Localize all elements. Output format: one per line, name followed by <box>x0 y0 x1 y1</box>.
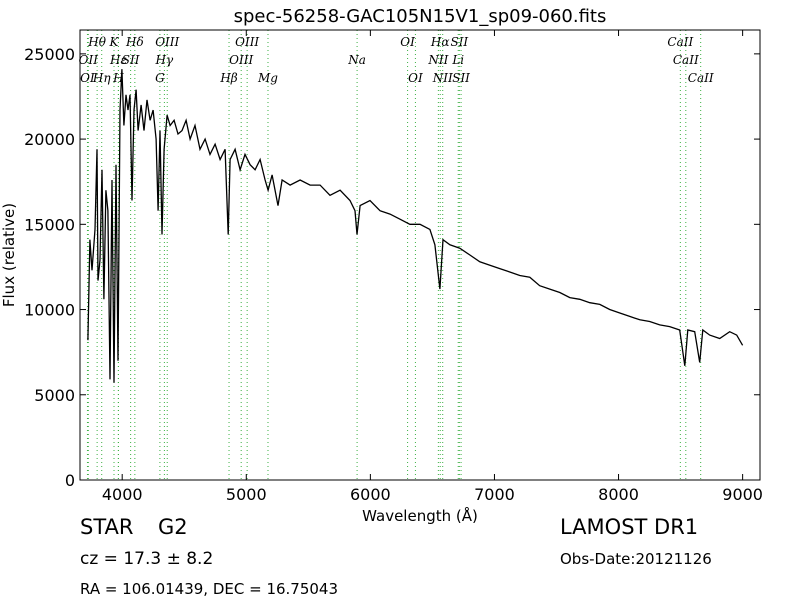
x-tick-label: 7000 <box>474 485 515 504</box>
y-tick-label: 15000 <box>24 215 75 234</box>
spectral-line-label: Hβ <box>219 71 237 85</box>
x-tick-label: 5000 <box>226 485 267 504</box>
spectral-line-label: Li <box>451 53 464 67</box>
spectral-line-label: Hα <box>430 35 450 49</box>
y-tick-label: 0 <box>65 471 75 490</box>
spectral-line-label: Mg <box>257 71 278 85</box>
spectral-line-label: OI <box>400 35 415 49</box>
spectral-line-label: SII <box>450 35 468 49</box>
spectral-line-label: Hη <box>92 71 111 85</box>
spectral-line-label: CaII <box>688 71 714 85</box>
spectral-line-label: SII <box>452 71 470 85</box>
redshift: cz = 17.3 ± 8.2 <box>80 549 213 569</box>
plot-frame <box>79 29 761 481</box>
spectral-line-label: K <box>109 35 120 49</box>
y-tick-label: 5000 <box>34 386 75 405</box>
spectral-line-label: NII <box>432 71 453 85</box>
spectral-line-label: OI <box>80 71 95 85</box>
x-tick-label: 8000 <box>598 485 639 504</box>
spectral-line-label: Hθ <box>87 35 106 49</box>
coordinates: RA = 106.01439, DEC = 16.75043 <box>80 580 338 598</box>
x-tick-label: 4000 <box>102 485 143 504</box>
x-tick-label: 6000 <box>350 485 391 504</box>
spectral-line-label: CaII <box>667 35 693 49</box>
spectral-line-label: Hδ <box>125 35 144 49</box>
spectral-line-label: Hγ <box>155 53 174 67</box>
spectral-line-label: OIII <box>155 35 179 49</box>
spectral-line-label: CaII <box>673 53 699 67</box>
y-tick-label: 25000 <box>24 45 75 64</box>
spectral-line-label: OIII <box>229 53 253 67</box>
spectral-line-label: OII <box>79 53 99 67</box>
spectral-line-label: Na <box>347 53 366 67</box>
spectral-line-label: OI <box>408 71 423 85</box>
x-axis-label: Wavelength (Å) <box>362 506 478 525</box>
spectral-line-label: OIII <box>235 35 259 49</box>
class: STAR <box>80 515 133 539</box>
y-axis-label: Flux (relative) <box>0 203 18 307</box>
obs-date: Obs-Date:20121126 <box>560 550 712 568</box>
spectral-line-label: G <box>155 71 165 85</box>
y-tick-label: 20000 <box>24 130 75 149</box>
spectral-line-label: NII <box>427 53 448 67</box>
spectrum <box>87 69 744 383</box>
spectral-line-label: Hε <box>109 53 127 67</box>
spectral-line-label: SII <box>122 53 140 67</box>
chart-title: spec-56258-GAC105N15V1_sp09-060.fits <box>234 6 607 27</box>
x-tick-label: 9000 <box>722 485 763 504</box>
subclass: G2 <box>158 515 188 539</box>
survey: LAMOST DR1 <box>560 515 698 539</box>
y-tick-label: 10000 <box>24 301 75 320</box>
